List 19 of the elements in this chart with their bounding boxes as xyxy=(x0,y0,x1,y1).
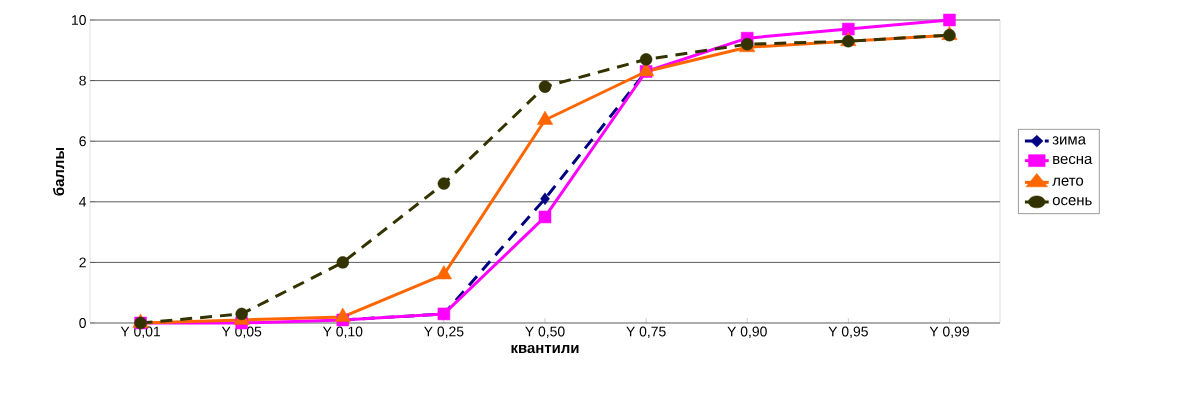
legend-label: зима xyxy=(1052,136,1086,145)
y-tick-label: 2 xyxy=(79,257,86,268)
x-tick-label: Y 0,90 xyxy=(727,326,767,339)
legend-label: весна xyxy=(1053,155,1093,165)
y-tick-label: 4 xyxy=(79,197,87,207)
y-tick-label: 8 xyxy=(79,75,86,86)
x-tick-label: Y 0,99 xyxy=(929,326,969,339)
legend-label: осень xyxy=(1052,197,1092,206)
x-tick-label: Y 0,25 xyxy=(424,326,464,339)
x-tick-label: Y 0,10 xyxy=(322,326,363,339)
x-tick-label: Y 0,50 xyxy=(525,326,565,339)
x-axis-title: квантили xyxy=(511,344,579,354)
y-axis-title: баллы xyxy=(53,147,65,196)
x-tick-label: Y 0,95 xyxy=(828,326,868,339)
y-tick-label: 6 xyxy=(79,136,86,147)
legend-label: лето xyxy=(1052,177,1084,186)
x-tick-label: Y 0,75 xyxy=(626,326,666,339)
y-tick-label: 0 xyxy=(79,318,86,328)
y-tick-label: 10 xyxy=(72,15,86,25)
